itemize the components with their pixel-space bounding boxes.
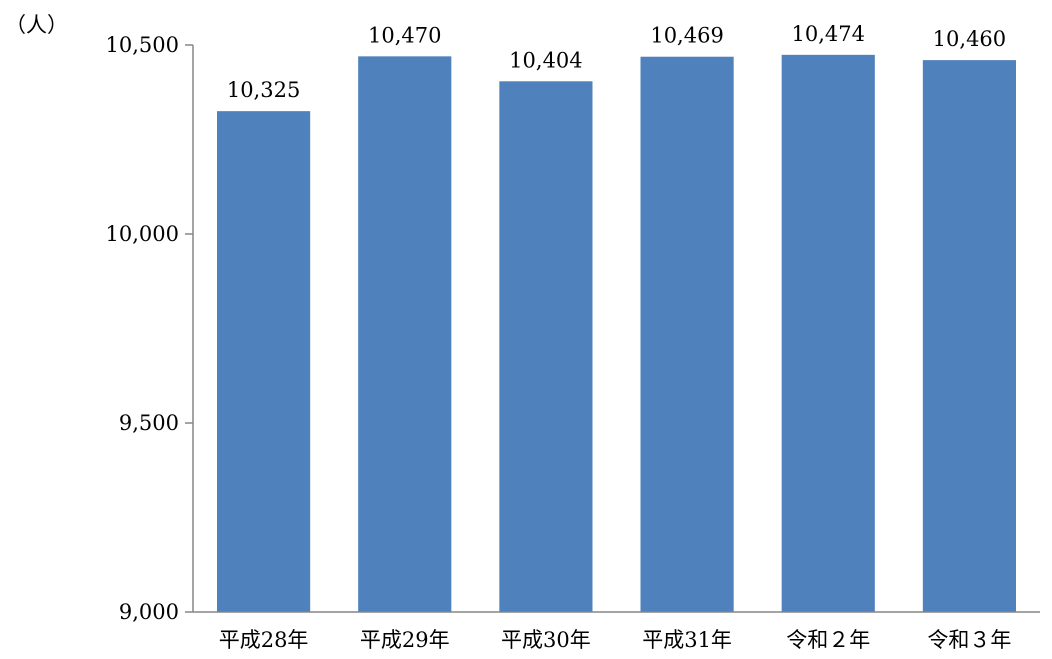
x-category-label: 平成29年	[360, 628, 450, 652]
bar	[781, 54, 875, 612]
y-tick-label: 10,000	[106, 222, 179, 246]
bar	[216, 111, 311, 613]
y-tick-label: 9,000	[119, 600, 179, 624]
bar	[358, 56, 452, 612]
bar	[922, 60, 1017, 613]
bar-value-label: 10,460	[933, 27, 1006, 51]
bar-value-label: 10,470	[368, 23, 441, 47]
y-unit-label: （人）	[5, 13, 68, 37]
x-category-label: 平成28年	[219, 628, 309, 652]
y-axis-ticks: 9,000 9,500 10,000 10,500	[106, 33, 193, 624]
bar-value-label: 10,404	[509, 48, 582, 72]
x-category-label: 平成30年	[501, 628, 591, 652]
x-category-label: 令和３年	[927, 628, 1011, 652]
bar-value-label: 10,474	[792, 22, 865, 46]
x-category-label: 平成31年	[642, 628, 732, 652]
bar-value-label: 10,469	[650, 24, 723, 48]
y-tick-label: 9,500	[119, 411, 179, 435]
y-tick-label: 10,500	[106, 33, 179, 57]
bar	[499, 81, 593, 612]
x-category-label: 令和２年	[786, 628, 870, 652]
bar	[640, 56, 734, 612]
bars	[216, 54, 1017, 613]
data-labels: 10,325 10,470 10,404 10,469 10,474 10,460	[227, 22, 1006, 102]
x-axis-labels: 平成28年 平成29年 平成30年 平成31年 令和２年 令和３年	[219, 628, 1012, 652]
bar-value-label: 10,325	[227, 78, 300, 102]
